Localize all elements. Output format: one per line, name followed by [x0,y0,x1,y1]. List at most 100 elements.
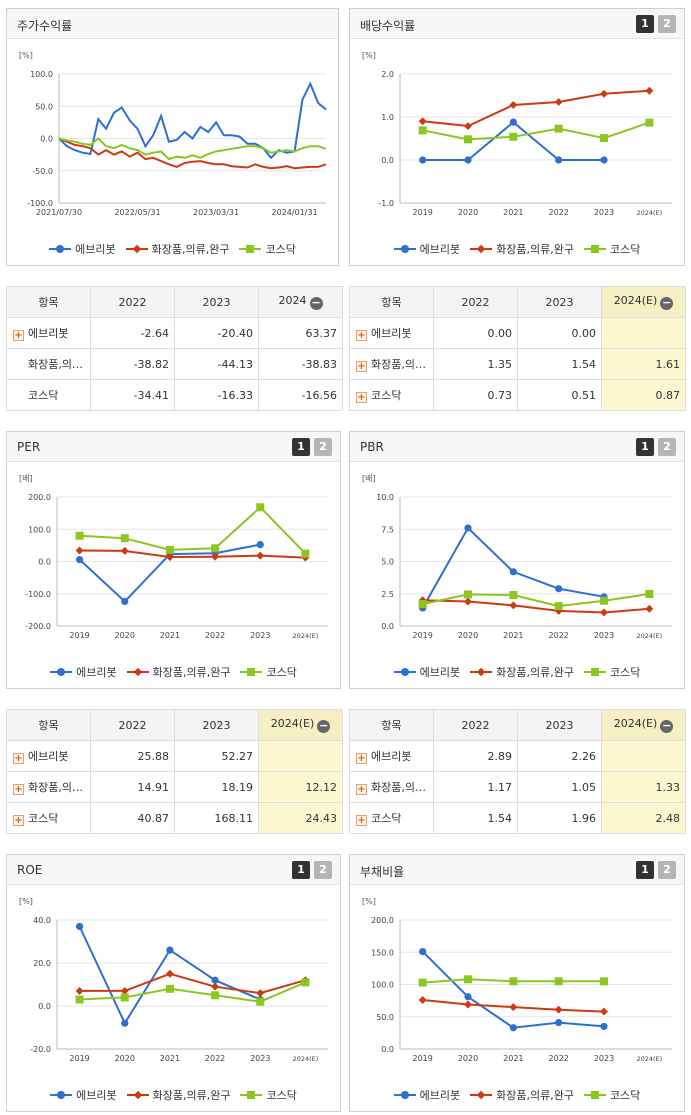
legend-item-industry[interactable]: 화장품,의류,완구 [470,1087,574,1103]
page-2-button[interactable]: 2 [658,15,676,33]
page-1-button[interactable]: 1 [292,861,310,879]
value-cell: 63.37 [258,317,343,349]
value-cell: 1.96 [517,802,602,834]
value-cell: 168.11 [174,802,259,834]
data-point-kosdaq [554,602,563,611]
legend-item-company[interactable]: 에브리봇 [393,1087,460,1103]
legend-item-company[interactable]: 에브리봇 [50,664,117,680]
legend-label: 화장품,의류,완구 [152,666,231,679]
panel-title: PBR [360,440,384,454]
chart-pager: 1 2 [292,438,332,456]
x-tick-label: 2023/03/31 [193,208,239,217]
chart-legend: 에브리봇 화장품,의류,완구 코스닥 [350,1087,684,1103]
panel-header: PER 1 2 [7,432,340,462]
chart-pager: 1 2 [636,15,676,33]
expand-icon[interactable]: + [356,753,367,764]
debt-ratio-panel: 부채비율 1 2 [%] 200.0 150.0 100.0 50.0 0.0 2019 20… [349,854,685,1112]
series-line-company [58,81,327,160]
value-cell: 0.87 [601,379,686,411]
legend-item-kosdaq[interactable]: 코스닥 [583,664,640,680]
expand-icon[interactable]: + [356,815,367,826]
table-header-cell: 2022 [90,709,175,741]
legend-item-kosdaq[interactable]: 코스닥 [240,1087,297,1103]
expand-icon[interactable]: + [356,392,367,403]
expand-icon[interactable]: + [356,784,367,795]
value-cell: 1.54 [517,348,602,380]
data-point-company [419,156,427,164]
legend-item-company[interactable]: 에브리봇 [393,664,460,680]
value-cell: -16.33 [174,379,259,411]
page-2-button[interactable]: 2 [658,861,676,879]
collapse-icon[interactable]: − [660,719,674,733]
data-point-company [75,555,84,564]
expand-icon[interactable]: + [356,361,367,372]
x-tick-label: 2021 [160,631,180,640]
value-cell: 14.91 [90,771,175,803]
y-tick-label: 200.0 [371,916,394,925]
series-industry [418,86,654,130]
value-cell: 0.00 [433,317,518,349]
table-header-row: 항목 2022 2023 2024− [6,286,343,318]
legend-item-industry[interactable]: 화장품,의류,완구 [125,241,229,257]
data-point-kosdaq [418,978,427,987]
value-cell: 40.87 [90,802,175,834]
data-point-company [464,993,472,1001]
legend-item-company[interactable]: 에브리봇 [50,1087,117,1103]
expand-icon[interactable]: + [13,330,24,341]
expand-icon[interactable]: + [13,784,24,795]
data-point-industry [120,546,129,555]
roe-chart: [%] 40.0 20.0 0.0 -20.0 2019 2020 2021 2022 2023 2… [19,897,328,1063]
y-tick-label: 2.0 [381,70,394,79]
series-industry [418,996,608,1016]
per-table: 항목 2022 2023 2024(E) − + 에브리봇 25.88 52.27 + 화장품,의…… [6,709,343,834]
expand-icon[interactable]: + [13,753,24,764]
legend-label: 코스닥 [265,243,296,256]
legend-item-company[interactable]: 에브리봇 [49,241,116,257]
legend-item-kosdaq[interactable]: 코스닥 [583,241,640,257]
legend-item-kosdaq[interactable]: 코스닥 [240,664,297,680]
value-cell: 12.12 [258,771,343,803]
stock-return-panel: 주가수익률 [%] 100.0 50.0 0.0 -50.0 -100.0 2021/07/… [6,8,339,266]
page-2-button[interactable]: 2 [658,438,676,456]
legend-item-company[interactable]: 에브리봇 [393,241,460,257]
page-2-button[interactable]: 2 [314,438,332,456]
y-tick-label: 50.0 [35,102,53,111]
data-point-company [555,585,563,593]
legend-label: 에브리봇 [76,666,117,679]
unit-label: [배] [362,474,376,483]
panel-header: PBR 1 2 [350,432,684,462]
legend-label: 에브리봇 [75,243,116,256]
table-header-cell: 2023 [517,709,602,741]
expand-icon[interactable]: + [13,815,24,826]
data-point-industry [600,608,608,617]
roe-panel: ROE 1 2 [%] 40.0 20.0 0.0 -20.0 2019 2020 2021 2… [6,854,341,1112]
value-cell [258,740,343,772]
x-tick-label: 2024(E) [636,209,662,217]
data-point-kosdaq [120,534,129,543]
value-cell: 52.27 [174,740,259,772]
page-1-button[interactable]: 1 [636,438,654,456]
x-tick-label: 2023 [594,631,614,640]
legend-item-industry[interactable]: 화장품,의류,완구 [470,664,574,680]
page-1-button[interactable]: 1 [636,15,654,33]
x-tick-label: 2022 [548,631,568,640]
y-tick-label: -100.0 [27,199,53,208]
row-name-cell: +화장품,의… [6,348,91,380]
collapse-icon[interactable]: − [660,296,674,310]
row-name-cell: +코스닥 [6,379,91,411]
legend-item-industry[interactable]: 화장품,의류,완구 [126,664,231,680]
page-1-button[interactable]: 1 [292,438,310,456]
page-2-button[interactable]: 2 [314,861,332,879]
collapse-icon[interactable]: − [309,296,323,310]
value-cell: -38.82 [90,348,175,380]
collapse-icon[interactable]: − [317,719,331,733]
legend-item-kosdaq[interactable]: 코스닥 [583,1087,640,1103]
legend-item-kosdaq[interactable]: 코스닥 [239,241,296,257]
data-point-industry [211,982,220,991]
legend-item-industry[interactable]: 화장품,의류,완구 [470,241,574,257]
page-1-button[interactable]: 1 [636,861,654,879]
legend-item-industry[interactable]: 화장품,의류,완구 [126,1087,230,1103]
x-tick-label: 2019 [412,1054,432,1063]
expand-icon[interactable]: + [356,330,367,341]
pbr-table: 항목 2022 2023 2024(E) − + 에브리봇 2.89 2.26 + 화장품,의… 1.… [349,709,686,834]
